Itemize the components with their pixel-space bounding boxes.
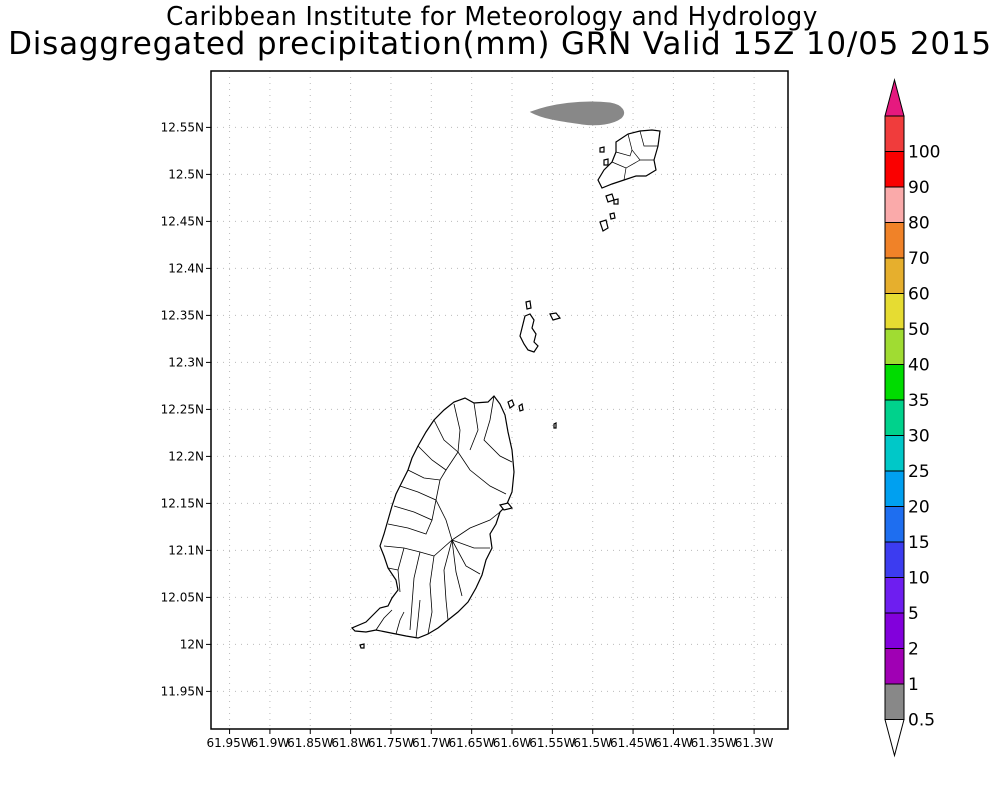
lon-tick-label: 61.6W <box>493 736 532 750</box>
map-subtitle: Disaggregated precipitation(mm) GRN Vali… <box>8 26 992 62</box>
colorbar-segment <box>884 683 905 720</box>
lon-tick-label: 61.45W <box>610 736 656 750</box>
colorbar-segment <box>884 399 905 436</box>
islet <box>599 146 605 153</box>
colorbar-label: 20 <box>908 498 930 518</box>
northern-island <box>597 129 661 189</box>
lat-tick-label: 12.2N <box>168 449 204 463</box>
latitude-labels: 12.55N 12.5N 12.45N 12.4N 12.35N 12.3N 12.25N 1… <box>161 120 211 698</box>
colorbar-segment <box>884 115 905 152</box>
colorbar-label: 40 <box>908 356 930 376</box>
colorbar-label: 2 <box>908 640 919 660</box>
lat-tick-label: 12.4N <box>168 261 204 275</box>
colorbar-label: 35 <box>908 391 930 411</box>
colorbar-label: 0.5 <box>908 711 935 731</box>
colorbar-segment <box>884 293 905 330</box>
lat-tick-label: 12.45N <box>161 214 204 228</box>
colorbar-label: 90 <box>908 178 930 198</box>
precip-area-0.5-1mm <box>529 101 624 126</box>
lon-tick-label: 61.9W <box>251 736 290 750</box>
lat-tick-label: 12.1N <box>168 543 204 557</box>
carriacou-island <box>519 313 539 353</box>
colorbar-label: 5 <box>908 604 919 624</box>
lon-tick-label: 61.55W <box>529 736 575 750</box>
graticule <box>211 71 788 729</box>
lon-tick-label: 61.4W <box>654 736 693 750</box>
colorbar-lower-triangle <box>884 719 905 758</box>
islet <box>599 219 609 232</box>
lon-tick-label: 61.85W <box>287 736 333 750</box>
lon-tick-label: 61.3W <box>735 736 774 750</box>
colorbar-segment <box>884 506 905 543</box>
lat-tick-label: 12.15N <box>161 496 204 510</box>
colorbar-segment <box>884 151 905 188</box>
colorbar-label: 70 <box>908 249 930 269</box>
colorbar-segment <box>884 186 905 223</box>
coastlines <box>350 129 661 649</box>
lat-tick-label: 12.05N <box>161 590 204 604</box>
colorbar-segment <box>884 577 905 614</box>
islet <box>603 158 609 166</box>
lat-tick-label: 12.3N <box>168 355 204 369</box>
islet <box>553 422 557 429</box>
lon-tick-label: 61.95W <box>206 736 252 750</box>
islet <box>549 312 562 321</box>
map-title: Caribbean Institute for Meteorology and … <box>166 2 818 32</box>
colorbar-label: 10 <box>908 569 930 589</box>
watershed-lines <box>375 395 513 639</box>
islet <box>605 193 615 203</box>
colorbar-label: 60 <box>908 285 930 305</box>
islet <box>525 300 532 310</box>
colorbar-segment <box>884 328 905 365</box>
islet <box>359 643 365 649</box>
lat-tick-label: 12.35N <box>161 308 204 322</box>
lon-tick-label: 61.7W <box>412 736 451 750</box>
islet <box>498 502 514 511</box>
lat-tick-label: 11.95N <box>161 684 204 698</box>
map-frame <box>210 70 789 730</box>
northern-island-lines <box>611 130 658 181</box>
lat-tick-label: 12.55N <box>161 120 204 134</box>
islet <box>609 212 616 220</box>
colorbar-segment <box>884 648 905 685</box>
lon-tick-label: 61.35W <box>691 736 737 750</box>
colorbar-segment <box>884 257 905 294</box>
precipitation-areas <box>529 101 624 126</box>
lon-tick-label: 61.5W <box>573 736 612 750</box>
colorbar-label: 80 <box>908 214 930 234</box>
colorbar-label: 15 <box>908 533 930 553</box>
islet <box>507 399 515 409</box>
colorbar-upper-triangle <box>884 78 905 117</box>
colorbar-label: 25 <box>908 462 930 482</box>
colorbar-label: 50 <box>908 320 930 340</box>
colorbar-label: 100 <box>908 143 940 163</box>
longitude-labels: 61.95W61.9W61.85W61.8W61.75W61.7W61.65W6… <box>206 729 774 750</box>
islet <box>518 402 524 412</box>
colorbar-segment <box>884 364 905 401</box>
islet <box>613 198 619 205</box>
colorbar-segment <box>884 435 905 472</box>
colorbar-label: 1 <box>908 675 919 695</box>
colorbar-label: 30 <box>908 427 930 447</box>
lat-tick-label: 12.5N <box>168 167 204 181</box>
colorbar-segment <box>884 470 905 507</box>
lat-tick-label: 12.25N <box>161 402 204 416</box>
lat-tick-label: 12N <box>180 637 204 651</box>
colorbar-segment <box>884 222 905 259</box>
lon-tick-label: 61.8W <box>331 736 370 750</box>
lon-tick-label: 61.65W <box>449 736 495 750</box>
colorbar-segment <box>884 541 905 578</box>
colorbar-segment <box>884 612 905 649</box>
lon-tick-label: 61.75W <box>368 736 414 750</box>
